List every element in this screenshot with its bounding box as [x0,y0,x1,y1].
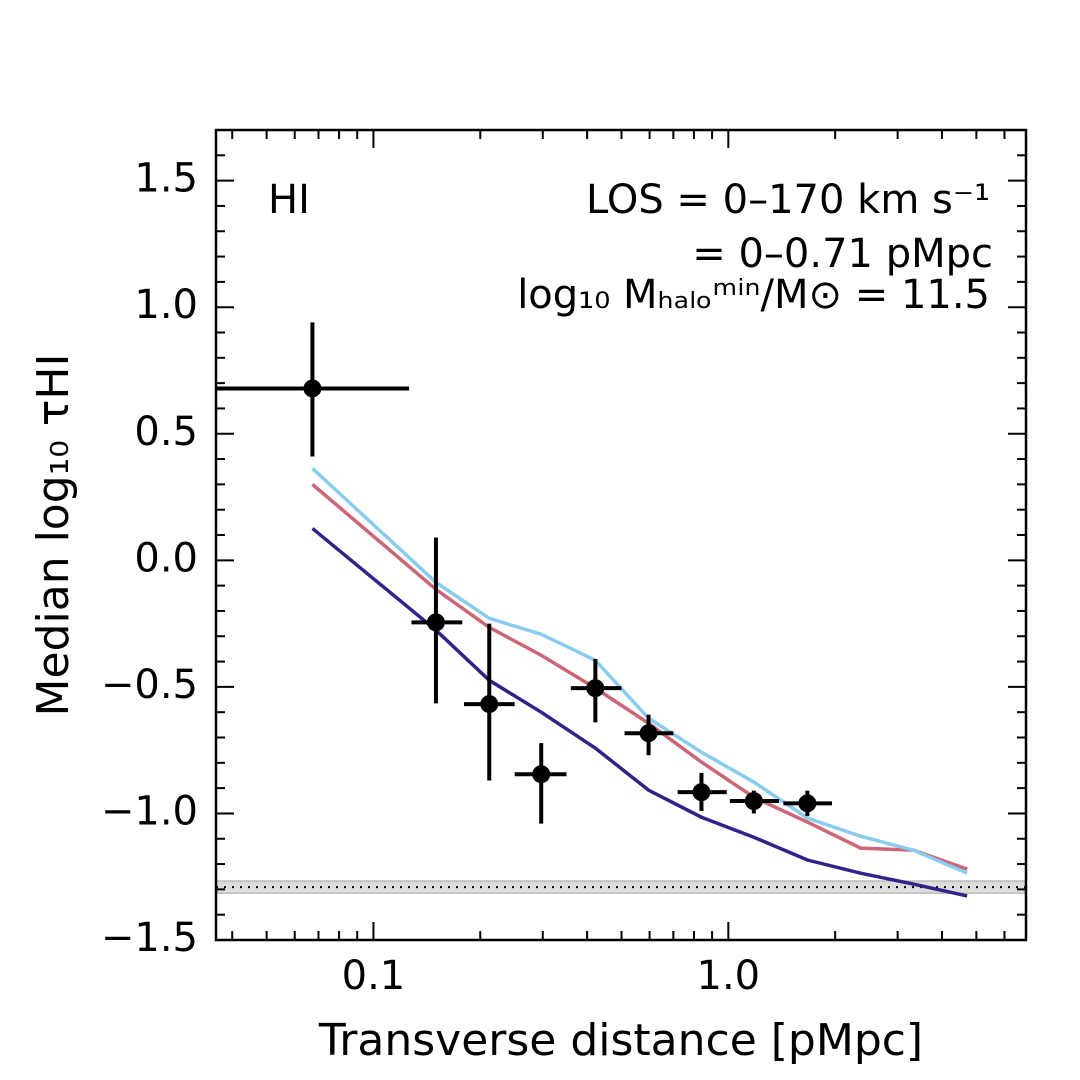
annotation: LOS = 0–170 km s⁻¹ [586,177,990,223]
line-series [311,467,968,875]
y-tick-label: 1.0 [134,282,198,328]
x-axis-label: Transverse distance [pMpc] [318,1015,923,1066]
data-point [744,792,763,811]
y-tick-label: −1.0 [101,788,198,834]
annotation: = 0–0.71 pMpc [692,231,993,277]
line-series [311,483,968,871]
y-tick-label: −1.5 [101,915,198,961]
data-point [303,379,322,398]
x-tick-label: 0.1 [342,953,406,999]
x-tick-label: 1.0 [697,953,761,999]
y-tick-label: 0.0 [134,535,198,581]
data-point [586,679,605,698]
data-point [532,765,551,784]
y-axis-label: Median log₁₀ τHI [28,354,79,717]
y-tick-label: 0.5 [134,409,198,455]
data-point [480,695,499,714]
y-tick-label: 1.5 [134,156,198,202]
line-series [311,527,968,898]
data-point [692,783,711,802]
data-point [426,613,445,632]
annotation: HI [268,177,310,223]
data-point [798,794,817,813]
data-point [639,724,658,743]
y-tick-label: −0.5 [101,662,198,708]
annotation: log₁₀ Mₕₐₗₒᵐⁱⁿ/M⊙ = 11.5 [517,272,990,318]
